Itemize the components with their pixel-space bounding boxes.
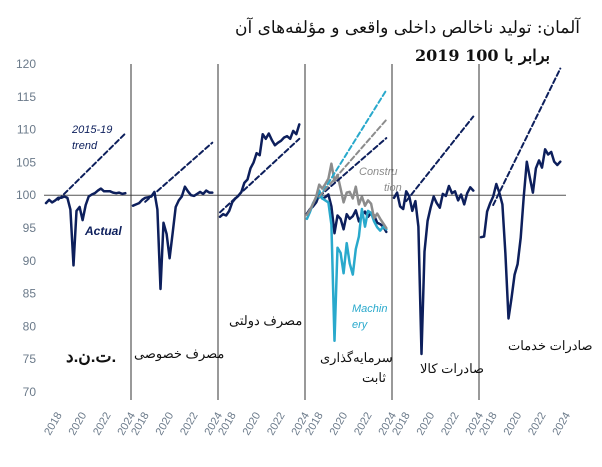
series-line-actual-panel-6 <box>479 148 562 320</box>
machinery-label-part1: Machin <box>352 303 387 315</box>
trend-label-years: 2015-19 <box>71 124 112 136</box>
x-tick-label: 2022 <box>265 410 288 437</box>
panel-label-private-consumption: مصرف خصوصی <box>134 346 224 362</box>
x-tick-label: 2020 <box>67 410 90 437</box>
series-line-trend-panel-3 <box>219 137 301 214</box>
construction-label-part2: tion <box>384 182 402 194</box>
panel-label-government-consumption: مصرف دولتی <box>229 313 302 329</box>
series-line-actual-panel-2 <box>131 185 214 291</box>
series-line-construction-panel-4 <box>305 162 388 230</box>
x-tick-label: 2020 <box>241 410 264 437</box>
series-line-trend-actual-panel-4 <box>318 137 388 198</box>
panel-label-fixed-investment-line1: سرمایه‌گذاری <box>320 350 393 366</box>
y-tick-label: 100 <box>16 188 36 202</box>
panel-label-services-exports: صادرات خدمات <box>508 338 593 354</box>
x-tick-label: 2020 <box>415 410 438 437</box>
y-tick-label: 120 <box>16 57 36 71</box>
series-line-actual-panel-3 <box>218 123 301 219</box>
x-tick-label: 2020 <box>502 410 525 437</box>
series-layer <box>44 67 562 356</box>
x-tick-label: 2022 <box>91 410 114 437</box>
series-line-trend-panel-1 <box>57 132 127 201</box>
construction-label-part1: Constru <box>359 166 398 178</box>
y-tick-label: 110 <box>17 123 36 137</box>
trend-label-word: trend <box>72 140 98 152</box>
y-tick-label: 75 <box>23 352 37 366</box>
x-tick-label: 2018 <box>42 410 65 437</box>
panel-label-fixed-investment-line2: ثابت <box>362 370 386 385</box>
x-tick-label: 2022 <box>178 410 201 437</box>
y-tick-label: 80 <box>23 319 37 333</box>
series-line-trend-panel-5 <box>405 115 475 203</box>
series-line-trend-machinery-panel-4 <box>318 89 388 199</box>
x-tick-label: 2020 <box>154 410 177 437</box>
y-tick-label: 115 <box>17 90 36 104</box>
x-tick-label: 2022 <box>439 410 462 437</box>
chart-title: آلمان: تولید ناخالص داخلی واقعی و مؤلفه‌… <box>235 18 580 38</box>
y-tick-label: 95 <box>23 221 37 235</box>
chart-subtitle: 2019 برابر با 100 <box>415 46 550 65</box>
y-tick-label: 90 <box>23 254 37 268</box>
x-tick-label: 2022 <box>526 410 549 437</box>
x-tick-label: 2024 <box>550 410 573 437</box>
y-tick-label: 85 <box>23 287 37 301</box>
x-tick-label: 2020 <box>328 410 351 437</box>
series-line-trend-construction-panel-4 <box>318 118 388 198</box>
x-tick-label: 2022 <box>352 410 375 437</box>
panel-label-goods-exports: صادرات کالا <box>420 361 484 377</box>
series-line-actual-panel-5 <box>392 184 475 356</box>
actual-label: Actual <box>84 224 122 238</box>
series-line-trend-panel-2 <box>144 141 214 203</box>
panel-label-gdp: ت.ن.د. <box>66 347 116 366</box>
y-tick-label: 70 <box>23 385 37 399</box>
y-tick-label: 105 <box>16 155 36 169</box>
series-line-trend-panel-6 <box>492 67 562 206</box>
machinery-label-part2: ery <box>352 319 369 331</box>
